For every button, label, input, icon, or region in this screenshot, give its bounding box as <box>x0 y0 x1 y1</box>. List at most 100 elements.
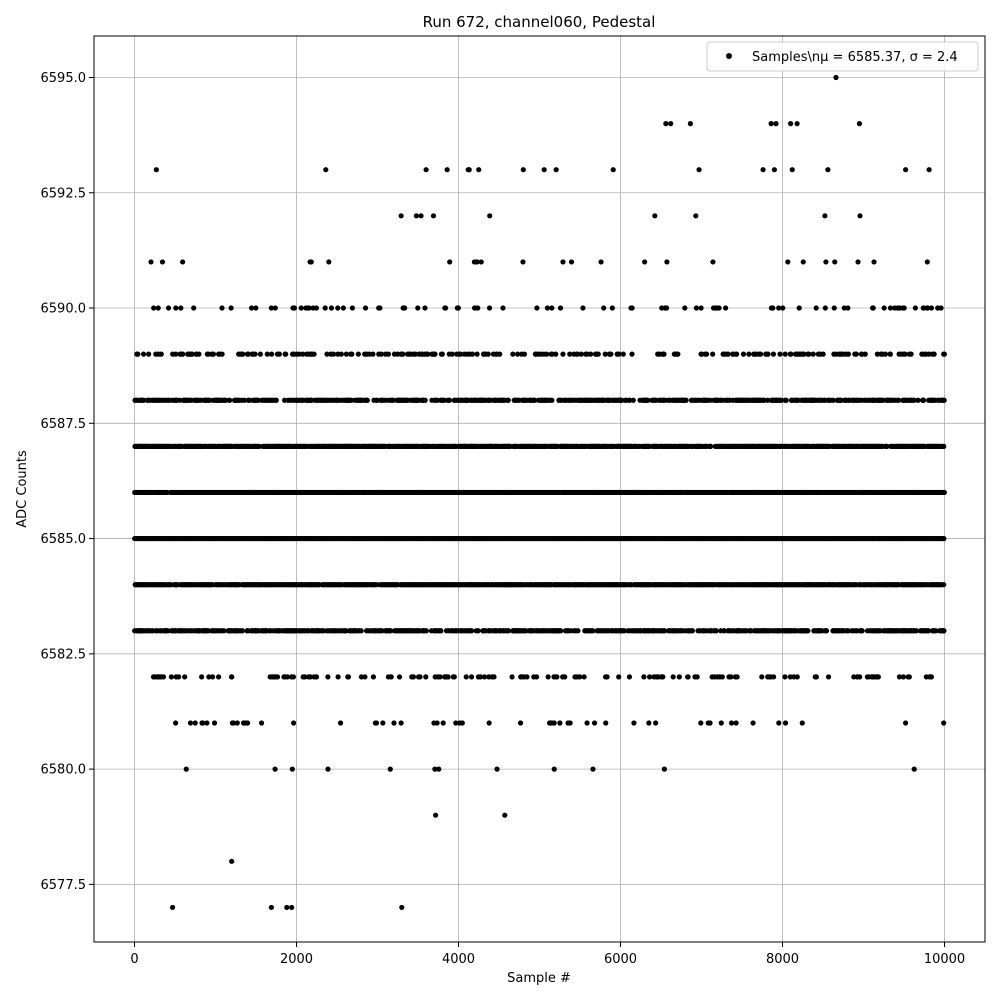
data-point <box>433 812 439 818</box>
data-point <box>307 674 313 680</box>
data-point <box>591 720 598 726</box>
data-point <box>370 674 377 680</box>
data-point <box>219 351 225 357</box>
data-point <box>325 674 331 680</box>
data-point <box>616 674 622 680</box>
data-point <box>631 720 637 726</box>
data-point <box>176 674 182 680</box>
data-point <box>630 397 636 403</box>
data-point <box>676 674 682 680</box>
data-point <box>244 720 251 726</box>
data-point <box>590 628 596 634</box>
data-point <box>928 674 935 680</box>
data-point <box>524 674 530 680</box>
data-point <box>446 397 453 403</box>
data-point <box>941 489 947 496</box>
data-point <box>776 720 782 726</box>
data-point <box>698 720 704 726</box>
data-point <box>549 397 555 403</box>
data-point <box>845 628 851 634</box>
data-point <box>505 397 511 403</box>
data-point <box>196 351 202 357</box>
data-point <box>210 351 217 357</box>
data-point <box>728 720 735 726</box>
data-point <box>707 720 713 726</box>
data-point <box>269 351 275 357</box>
data-point <box>794 674 800 680</box>
data-point <box>799 720 805 726</box>
data-point <box>825 674 832 680</box>
data-point <box>941 443 947 449</box>
data-point <box>140 351 147 357</box>
data-point <box>165 628 171 634</box>
data-point <box>759 674 765 680</box>
data-point <box>272 766 278 772</box>
data-point <box>660 674 666 680</box>
data-point <box>230 720 237 726</box>
data-point <box>915 397 921 403</box>
data-point <box>554 674 560 680</box>
data-point <box>718 720 724 726</box>
data-point <box>626 674 633 680</box>
data-point <box>204 720 210 726</box>
data-point <box>252 351 258 357</box>
data-point <box>229 674 235 680</box>
data-point <box>451 674 457 680</box>
data-point <box>364 397 370 403</box>
data-point <box>215 674 222 680</box>
data-points <box>132 74 947 911</box>
data-point <box>335 674 341 680</box>
data-point <box>533 674 540 680</box>
data-point <box>782 674 788 680</box>
data-point <box>453 720 459 726</box>
data-point <box>258 720 265 726</box>
data-point <box>661 628 668 634</box>
data-point <box>475 628 481 634</box>
data-point <box>438 628 444 634</box>
data-point <box>410 674 417 680</box>
data-point <box>670 674 676 680</box>
data-point <box>577 674 583 680</box>
data-point <box>733 720 739 726</box>
data-point <box>707 443 714 449</box>
data-point <box>771 674 777 680</box>
data-point <box>491 674 497 680</box>
data-point <box>432 766 438 772</box>
data-point <box>906 674 912 680</box>
data-point <box>380 720 386 726</box>
data-point <box>902 720 909 726</box>
data-point <box>685 674 691 680</box>
data-point <box>719 674 725 680</box>
data-point <box>713 628 719 634</box>
data-point <box>750 720 756 726</box>
data-point <box>941 720 947 726</box>
data-point <box>290 674 297 680</box>
data-point <box>567 720 573 726</box>
data-point <box>182 674 188 680</box>
chart-title: Run 672, channel060, Pedestal <box>423 13 656 31</box>
data-point <box>302 674 308 680</box>
data-point <box>240 351 246 357</box>
data-point <box>417 674 423 680</box>
data-point <box>337 720 344 726</box>
data-point <box>199 674 205 680</box>
data-point <box>941 582 947 588</box>
data-point <box>857 674 863 680</box>
data-point <box>396 674 403 680</box>
data-point <box>477 674 484 680</box>
data-point <box>813 674 819 680</box>
data-point <box>229 858 235 864</box>
data-point <box>900 674 907 680</box>
data-point <box>358 628 364 634</box>
data-point <box>437 674 443 680</box>
data-point <box>551 720 557 726</box>
data-point <box>289 766 295 772</box>
data-point <box>200 720 206 726</box>
data-point <box>388 674 394 680</box>
data-point <box>387 766 393 772</box>
data-point <box>689 628 696 634</box>
data-point <box>158 351 164 357</box>
data-point <box>423 674 429 680</box>
data-point <box>941 628 947 634</box>
